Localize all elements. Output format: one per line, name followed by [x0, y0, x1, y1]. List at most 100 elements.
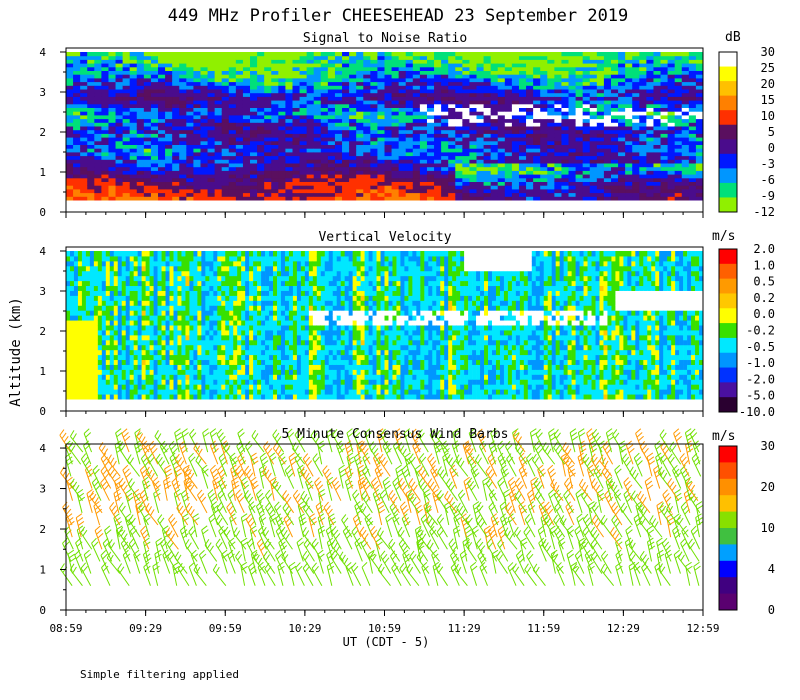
snr-cell: [469, 188, 478, 194]
snr-cell: [504, 114, 513, 120]
vv-cell: [205, 251, 210, 257]
vv-cell: [133, 300, 138, 306]
vv-cell: [221, 369, 226, 375]
snr-cell: [384, 163, 393, 168]
snr-cell: [540, 133, 548, 138]
snr-cell: [547, 103, 555, 108]
snr-cell: [179, 70, 187, 75]
vv-cell: [157, 305, 162, 311]
vv-cell: [133, 374, 138, 380]
snr-cell: [568, 114, 577, 120]
snr-cell: [610, 181, 619, 186]
snr-cell: [193, 107, 201, 112]
snr-cell: [271, 144, 279, 149]
vv-cell: [81, 305, 87, 311]
snr-cell: [115, 122, 124, 127]
snr-cell: [193, 89, 201, 94]
snr-cell: [554, 85, 562, 90]
snr-cell: [172, 52, 180, 57]
snr-cell: [646, 181, 654, 186]
snr-cell: [434, 81, 442, 86]
snr-cell: [349, 85, 357, 90]
snr-cell: [271, 111, 279, 116]
snr-cell: [681, 188, 690, 194]
vv-cell: [89, 325, 95, 331]
snr-cell: [342, 185, 350, 190]
snr-cell: [200, 129, 209, 134]
snr-cell: [334, 151, 343, 157]
snr-cell: [483, 166, 492, 171]
snr-cell: [73, 122, 81, 127]
snr-cell: [165, 111, 173, 116]
snr-cell: [681, 170, 690, 175]
snr-cell: [271, 114, 279, 120]
snr-cell: [285, 177, 293, 182]
snr-cell: [688, 177, 697, 182]
snr-cell: [681, 155, 690, 160]
vv-cell: [145, 349, 150, 356]
vv-cell: [89, 251, 95, 257]
snr-cell: [285, 196, 293, 201]
vv-cell: [77, 251, 83, 257]
snr-cell: [582, 166, 591, 171]
vv-cell: [209, 255, 214, 262]
snr-cell: [158, 177, 166, 182]
vv-cell: [217, 275, 222, 282]
snr-cell: [264, 181, 272, 186]
vv-cell: [141, 379, 146, 385]
snr-cell: [370, 144, 378, 149]
vv-cell: [185, 305, 190, 311]
vv-cell: [66, 275, 71, 282]
snr-cell: [681, 129, 690, 134]
snr-cell: [264, 77, 272, 83]
snr-cell: [646, 59, 654, 64]
snr-cell: [540, 52, 548, 57]
snr-cell: [115, 177, 124, 182]
snr-cell: [518, 89, 527, 94]
snr-cell: [412, 118, 421, 123]
snr-cell: [518, 70, 527, 75]
snr-cell: [363, 144, 371, 149]
vv-cell: [197, 349, 202, 356]
snr-cell: [674, 159, 683, 164]
vv-cell: [133, 369, 138, 375]
snr-cell: [73, 192, 81, 197]
vv-cell: [85, 394, 91, 400]
vv-cell: [193, 260, 198, 267]
vv-cell: [165, 315, 170, 321]
snr-cell: [533, 111, 541, 116]
snr-cell: [667, 129, 676, 134]
snr-cell: [122, 170, 131, 175]
snr-cell: [250, 100, 258, 105]
vv-cell: [101, 275, 107, 282]
snr-cell: [391, 59, 400, 64]
snr-cell: [554, 70, 562, 75]
snr-cell: [66, 92, 74, 97]
vv-cell: [233, 270, 238, 277]
snr-cell: [193, 63, 201, 68]
snr-cell: [94, 151, 102, 157]
snr-cell: [483, 66, 492, 71]
snr-cell: [250, 151, 258, 157]
snr-cell: [221, 159, 230, 164]
vv-cell: [217, 339, 222, 346]
snr-cell: [327, 181, 336, 186]
snr-cell: [589, 66, 598, 71]
snr-cell: [589, 185, 598, 190]
snr-cell: [483, 159, 492, 164]
vv-cell: [66, 285, 71, 291]
snr-cell: [398, 151, 407, 157]
snr-cell: [681, 103, 690, 108]
snr-cell: [412, 122, 421, 127]
vv-cell: [157, 255, 162, 262]
snr-cell: [143, 85, 152, 90]
vv-cell: [169, 300, 174, 306]
snr-cell: [73, 196, 81, 201]
vv-cell: [233, 329, 238, 336]
snr-cell: [448, 74, 456, 79]
snr-cell: [299, 148, 308, 153]
snr-cell: [172, 103, 180, 108]
snr-cell: [94, 55, 102, 60]
vv-cell: [89, 315, 95, 321]
vv-cell: [161, 354, 166, 361]
